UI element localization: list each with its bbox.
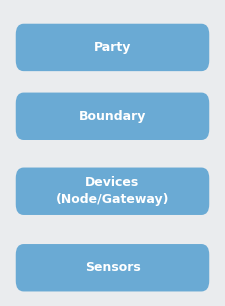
FancyBboxPatch shape (16, 92, 209, 140)
Text: Boundary: Boundary (79, 110, 146, 123)
FancyBboxPatch shape (16, 24, 209, 71)
FancyBboxPatch shape (16, 168, 209, 215)
Text: Sensors: Sensors (85, 261, 140, 274)
Text: Devices
(Node/Gateway): Devices (Node/Gateway) (56, 177, 169, 206)
Text: Party: Party (94, 41, 131, 54)
FancyBboxPatch shape (16, 244, 209, 291)
